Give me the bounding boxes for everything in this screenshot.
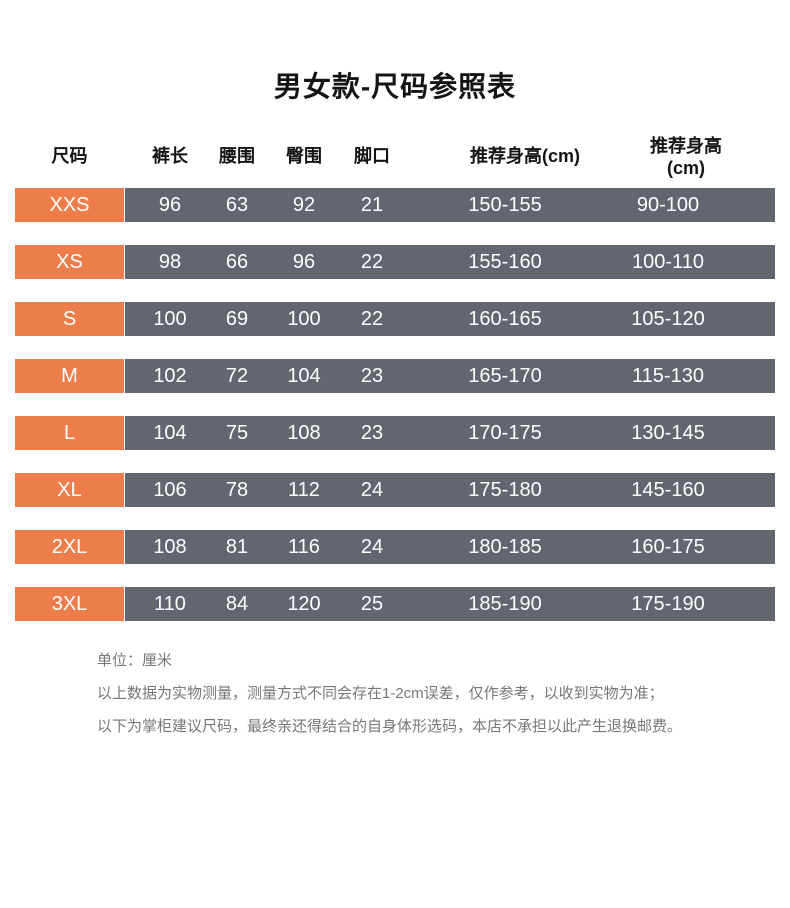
table-row: M 102 72 104 23 165-170 115-130 <box>15 359 775 393</box>
cell-pant-length: 108 <box>153 535 187 558</box>
size-badge: 3XL <box>15 587 124 621</box>
note-measurement: 以上数据为实物测量，测量方式不同会存在1-2cm误差，仅作参考，以收到实物为准； <box>97 685 664 702</box>
table-row: 2XL 108 81 116 24 180-185 160-175 <box>15 530 775 564</box>
size-badge: XL <box>15 473 124 507</box>
cell-leg-opening: 23 <box>360 421 384 444</box>
cell-leg-opening: 22 <box>360 250 384 273</box>
table-row: 3XL 110 84 120 25 185-190 175-190 <box>15 587 775 621</box>
row-bar: 108 81 116 24 180-185 160-175 <box>125 530 775 564</box>
cell-height-range-1: 185-190 <box>468 592 542 615</box>
cell-hip: 96 <box>292 250 316 273</box>
row-bar: 100 69 100 22 160-165 105-120 <box>125 302 775 336</box>
cell-height-range-2: 105-120 <box>631 307 705 330</box>
row-bar: 102 72 104 23 165-170 115-130 <box>125 359 775 393</box>
cell-waist: 72 <box>225 364 249 387</box>
row-bar: 104 75 108 23 170-175 130-145 <box>125 416 775 450</box>
table-row: L 104 75 108 23 170-175 130-145 <box>15 416 775 450</box>
table-header-row: 尺码 裤长 腰围 臀围 脚口 推荐身高(cm) 推荐身高(cm) <box>15 136 775 178</box>
cell-waist: 63 <box>225 193 249 216</box>
cell-leg-opening: 22 <box>360 307 384 330</box>
cell-height-range-1: 155-160 <box>468 250 542 273</box>
cell-leg-opening: 21 <box>360 193 384 216</box>
column-header-waist: 腰围 <box>219 146 255 166</box>
column-header-height-2: 推荐身高(cm) <box>650 135 722 178</box>
note-unit: 单位：厘米 <box>97 652 173 669</box>
size-badge: M <box>15 359 124 393</box>
cell-height-range-2: 100-110 <box>632 250 704 273</box>
size-badge: XS <box>15 245 124 279</box>
cell-pant-length: 104 <box>153 421 187 444</box>
cell-pant-length: 106 <box>153 478 187 501</box>
cell-hip: 120 <box>287 592 321 615</box>
row-bar: 110 84 120 25 185-190 175-190 <box>125 587 775 621</box>
column-header-pant-length: 裤长 <box>152 146 188 166</box>
cell-pant-length: 102 <box>153 364 187 387</box>
cell-pant-length: 96 <box>158 193 182 216</box>
cell-pant-length: 100 <box>153 307 187 330</box>
column-header-size: 尺码 <box>51 146 88 166</box>
table-row: S 100 69 100 22 160-165 105-120 <box>15 302 775 336</box>
cell-height-range-2: 175-190 <box>631 592 705 615</box>
cell-hip: 92 <box>292 193 316 216</box>
cell-waist: 69 <box>225 307 249 330</box>
cell-height-range-2: 130-145 <box>631 421 705 444</box>
size-table-body: XXS 96 63 92 21 150-155 90-100 XS 98 66 … <box>0 188 790 621</box>
cell-height-range-1: 150-155 <box>468 193 542 216</box>
cell-hip: 116 <box>288 535 320 558</box>
cell-pant-length: 98 <box>158 250 182 273</box>
cell-height-range-2: 145-160 <box>631 478 705 501</box>
cell-height-range-1: 170-175 <box>468 421 542 444</box>
table-row: XS 98 66 96 22 155-160 100-110 <box>15 245 775 279</box>
size-badge: L <box>15 416 124 450</box>
cell-waist: 81 <box>225 535 249 558</box>
cell-height-range-1: 160-165 <box>468 307 542 330</box>
cell-leg-opening: 24 <box>360 478 384 501</box>
cell-waist: 84 <box>225 592 249 615</box>
column-header-hip: 臀围 <box>286 146 322 166</box>
cell-hip: 100 <box>287 307 321 330</box>
cell-height-range-2: 160-175 <box>631 535 705 558</box>
cell-leg-opening: 24 <box>360 535 384 558</box>
size-badge: XXS <box>15 188 124 222</box>
cell-hip: 112 <box>288 478 320 501</box>
cell-height-range-1: 180-185 <box>468 535 542 558</box>
cell-hip: 104 <box>287 364 321 387</box>
cell-pant-length: 110 <box>154 592 186 615</box>
cell-height-range-2: 90-100 <box>636 193 700 216</box>
cell-waist: 75 <box>225 421 249 444</box>
size-badge: 2XL <box>15 530 124 564</box>
row-bar: 98 66 96 22 155-160 100-110 <box>125 245 775 279</box>
row-bar: 106 78 112 24 175-180 145-160 <box>125 473 775 507</box>
table-row: XL 106 78 112 24 175-180 145-160 <box>15 473 775 507</box>
table-row: XXS 96 63 92 21 150-155 90-100 <box>15 188 775 222</box>
size-badge: S <box>15 302 124 336</box>
cell-waist: 78 <box>225 478 249 501</box>
cell-height-range-1: 165-170 <box>468 364 542 387</box>
footnotes: 单位：厘米 以上数据为实物测量，测量方式不同会存在1-2cm误差，仅作参考，以收… <box>97 644 775 743</box>
cell-leg-opening: 25 <box>360 592 384 615</box>
row-bar: 96 63 92 21 150-155 90-100 <box>125 188 775 222</box>
cell-leg-opening: 23 <box>360 364 384 387</box>
column-header-height-1: 推荐身高(cm) <box>469 146 580 166</box>
cell-height-range-2: 115-130 <box>632 364 704 387</box>
cell-height-range-1: 175-180 <box>468 478 542 501</box>
cell-hip: 108 <box>287 421 321 444</box>
note-disclaimer: 以下为掌柜建议尺码，最终亲还得结合的自身体形选码，本店不承担以此产生退换邮费。 <box>97 718 683 735</box>
cell-waist: 66 <box>225 250 249 273</box>
page-title: 男女款-尺码参照表 <box>273 71 517 102</box>
column-header-leg-opening: 脚口 <box>354 146 390 166</box>
